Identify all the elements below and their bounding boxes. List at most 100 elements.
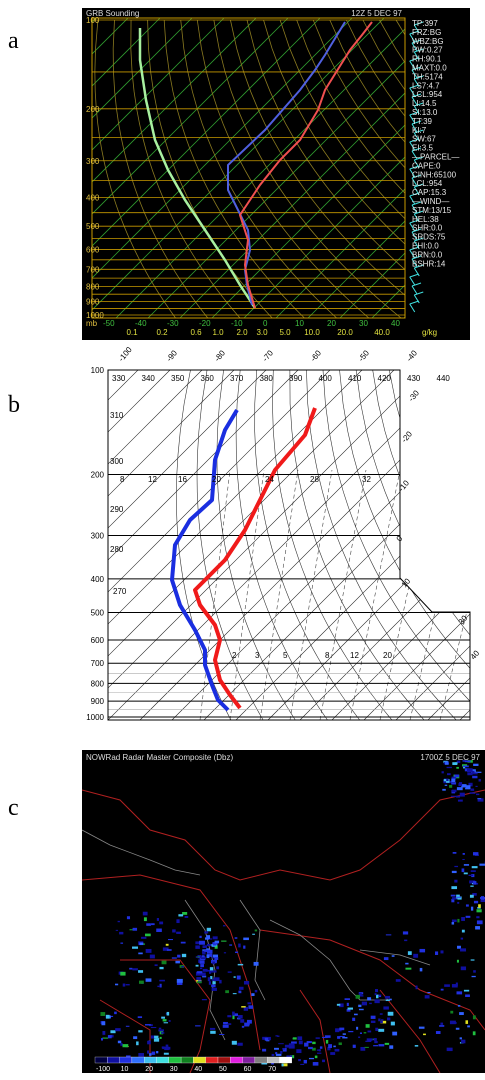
radar-echo bbox=[383, 1006, 389, 1009]
mixing-ratio-line bbox=[380, 470, 434, 720]
radar-echo bbox=[312, 1042, 315, 1044]
pressure-label: 600 bbox=[91, 636, 105, 645]
radar-echo bbox=[115, 984, 118, 986]
radar-echo bbox=[460, 1037, 462, 1039]
theta-label: 420 bbox=[378, 374, 392, 383]
radar-echo bbox=[147, 1041, 151, 1045]
index-value: FRZ:BG bbox=[412, 28, 441, 37]
radar-echo bbox=[427, 992, 430, 993]
theta-label: 380 bbox=[260, 374, 274, 383]
radar-echo bbox=[373, 1045, 378, 1046]
radar-echo bbox=[464, 864, 469, 866]
index-value: TH:5174 bbox=[412, 72, 443, 81]
radar-echo bbox=[178, 914, 183, 916]
colorbar-label: 70 bbox=[268, 1066, 276, 1073]
radar-echo bbox=[163, 1019, 167, 1021]
temperature-label: 10 bbox=[295, 319, 304, 328]
radar-echo bbox=[342, 1037, 347, 1038]
radar-echo bbox=[207, 944, 212, 946]
radar-echo bbox=[158, 1029, 164, 1031]
radar-echo bbox=[457, 991, 463, 994]
index-value: CAP:15.3 bbox=[412, 188, 447, 197]
radar-echo bbox=[238, 991, 241, 994]
radar-echo bbox=[447, 1048, 453, 1051]
radar-echo bbox=[450, 1011, 453, 1014]
left-theta-label: 300 bbox=[110, 457, 124, 466]
radar-echo bbox=[238, 944, 241, 948]
radar-echo bbox=[319, 1049, 321, 1051]
mixing-ratio-label: 0.2 bbox=[156, 328, 168, 337]
pressure-label: 500 bbox=[91, 609, 105, 618]
radar-echo bbox=[368, 1031, 372, 1033]
index-value: STM:13/15 bbox=[412, 206, 452, 215]
radar-echo bbox=[211, 970, 217, 972]
left-theta-label: 280 bbox=[110, 545, 124, 554]
radar-echo bbox=[210, 1031, 215, 1034]
radar-echo bbox=[223, 925, 225, 926]
index-value: CAPE:0 bbox=[412, 161, 441, 170]
radar-echo bbox=[232, 1041, 237, 1045]
colorbar-cell bbox=[132, 1057, 144, 1063]
pressure-label: 600 bbox=[86, 246, 100, 255]
radar-echo bbox=[348, 1008, 353, 1010]
radar-echo bbox=[476, 909, 481, 912]
top-temperature-label: -80 bbox=[213, 348, 228, 363]
radar-echo bbox=[387, 1018, 390, 1021]
theta-label: 360 bbox=[201, 374, 215, 383]
radar-echo bbox=[197, 956, 199, 957]
radar-echo bbox=[210, 1028, 215, 1030]
radar-echo bbox=[133, 1036, 137, 1039]
colorbar-cell bbox=[280, 1057, 292, 1063]
radar-echo bbox=[157, 986, 160, 987]
radar-echo bbox=[403, 931, 408, 934]
radar-echo bbox=[203, 969, 208, 972]
temperature-label: 0 bbox=[263, 319, 268, 328]
mixing-ratio-label: 16 bbox=[178, 475, 187, 484]
mixing-ratio-line bbox=[410, 470, 468, 720]
pressure-label: 700 bbox=[86, 265, 100, 274]
radar-echo bbox=[452, 984, 458, 987]
radar-echo bbox=[457, 960, 459, 963]
pressure-label: 800 bbox=[91, 679, 105, 688]
theta-label: 430 bbox=[407, 374, 421, 383]
colorbar-cell bbox=[157, 1057, 169, 1063]
theta-label: 440 bbox=[437, 374, 451, 383]
radar-echo bbox=[335, 1049, 340, 1052]
radar-echo bbox=[454, 880, 457, 883]
radar-echo bbox=[463, 853, 465, 855]
plot-frame bbox=[108, 370, 470, 720]
radar-echo bbox=[464, 873, 468, 875]
radar-echo bbox=[457, 946, 461, 949]
panel-title: NOWRad Radar Master Composite (Dbz) bbox=[86, 753, 233, 762]
radar-echo bbox=[364, 1032, 367, 1033]
radar-echo bbox=[223, 1022, 228, 1025]
index-value: PW:0.27 bbox=[412, 46, 443, 55]
radar-echo bbox=[367, 997, 371, 1000]
radar-echo bbox=[248, 1005, 253, 1009]
radar-echo bbox=[459, 1012, 464, 1015]
radar-echo bbox=[439, 1025, 444, 1027]
index-value: —WIND— bbox=[412, 197, 449, 206]
radar-echo bbox=[244, 981, 249, 984]
right-temperature-label: -20 bbox=[400, 429, 415, 444]
radar-echo bbox=[239, 987, 243, 990]
right-temperature-label: 10 bbox=[400, 576, 413, 589]
radar-echo bbox=[375, 989, 378, 992]
radar-echo bbox=[451, 779, 455, 783]
radar-echo bbox=[207, 928, 211, 931]
radar-echo bbox=[162, 961, 167, 965]
radar-echo bbox=[237, 1043, 242, 1046]
radar-echo bbox=[146, 978, 152, 981]
radar-echo bbox=[462, 930, 465, 933]
radar-echo bbox=[328, 1044, 332, 1048]
panel-time: 12Z 5 DEC 97 bbox=[351, 9, 402, 18]
radar-echo bbox=[208, 977, 211, 981]
radar-echo bbox=[141, 937, 146, 939]
mixing-ratio-line bbox=[260, 470, 298, 720]
radar-echo bbox=[232, 1016, 234, 1019]
radar-echo bbox=[447, 767, 452, 768]
pressure-label: 500 bbox=[86, 222, 100, 231]
radar-echo bbox=[120, 943, 123, 944]
radar-echo bbox=[458, 1005, 460, 1007]
radar-echo bbox=[396, 979, 401, 982]
